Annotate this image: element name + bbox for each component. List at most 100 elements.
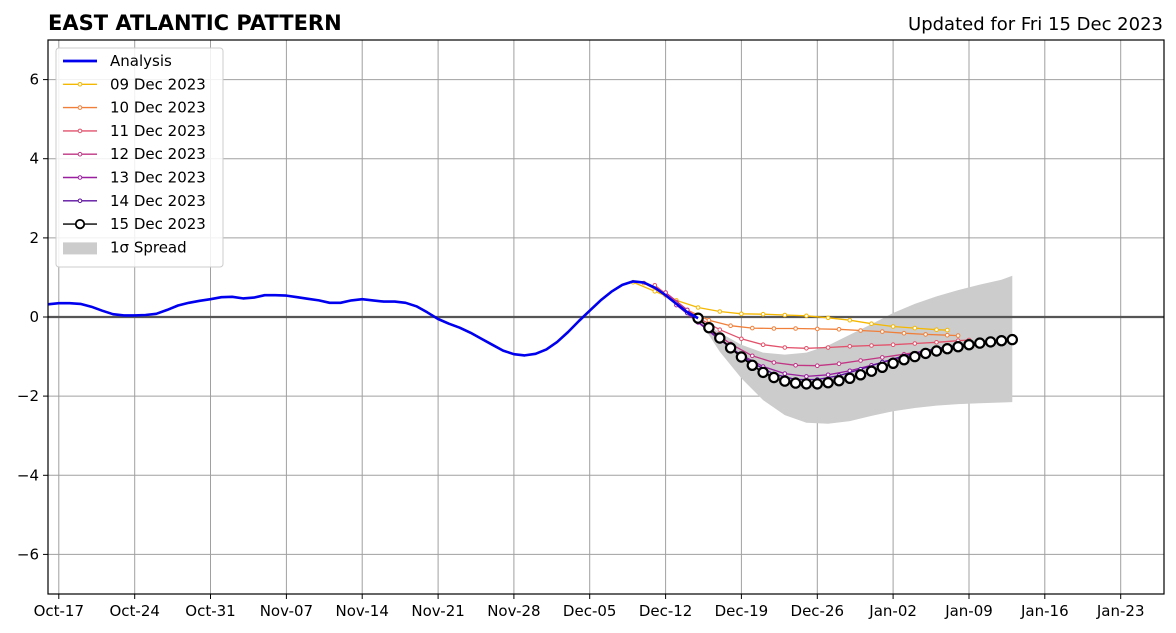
forecast-point (746, 359, 759, 371)
forecast-point (750, 325, 755, 331)
forecast-point (963, 339, 975, 351)
legend-label: 15 Dec 2023 (110, 215, 206, 233)
forecast-point (739, 311, 744, 317)
forecast-point (833, 375, 845, 387)
forecast-point (804, 346, 809, 351)
legend-entry: 15 Dec 2023 (63, 215, 206, 233)
forecast-point (739, 336, 744, 342)
x-tick-label: Nov-21 (411, 602, 464, 620)
forecast-point (760, 342, 766, 348)
legend-swatch (63, 242, 97, 255)
forecast-point (955, 333, 961, 338)
y-axis-ticks: 6 4 2 0 −2 −4 −6 (17, 71, 48, 563)
forecast-point (717, 309, 723, 314)
forecast-point (771, 326, 777, 331)
forecast-point (825, 372, 831, 378)
legend-label: 10 Dec 2023 (110, 99, 206, 117)
y-tick-label: −6 (17, 545, 39, 563)
x-axis-ticks: Oct-17 Oct-24 Oct-31 Nov-07 Nov-14 Nov-21 Nov-… (34, 594, 1145, 620)
legend-label: 1σ Spread (110, 238, 187, 256)
y-tick-label: 4 (29, 150, 39, 168)
legend-label: 09 Dec 2023 (110, 75, 206, 93)
forecast-point (825, 345, 831, 350)
forecast-layer (630, 279, 1019, 390)
forecast-point (974, 337, 986, 349)
legend-label: 14 Dec 2023 (110, 192, 206, 210)
legend-marker (74, 219, 86, 230)
forecast-point (930, 345, 943, 357)
legend-marker (77, 105, 83, 110)
legend-marker (77, 175, 83, 180)
x-tick-label: Dec-12 (639, 602, 693, 620)
x-tick-label: Jan-16 (1020, 602, 1069, 620)
forecast-point (890, 342, 896, 348)
legend-marker (77, 128, 83, 134)
forecast-series (630, 279, 950, 333)
x-tick-label: Dec-26 (791, 602, 845, 620)
forecast-point (815, 363, 820, 369)
updated-date: Updated for Fri 15 Dec 2023 (908, 14, 1163, 35)
forecast-point (858, 358, 863, 363)
legend-label: 13 Dec 2023 (110, 169, 206, 187)
x-tick-label: Nov-14 (336, 602, 389, 620)
spread-layer (698, 275, 1013, 424)
forecast-point (717, 327, 723, 333)
forecast-point (811, 378, 824, 390)
forecast-point (768, 371, 780, 384)
legend-entry: 09 Dec 2023 (63, 75, 206, 93)
forecast-point (782, 371, 788, 376)
x-tick-label: Oct-24 (109, 602, 159, 620)
forecast-point (901, 330, 907, 336)
forecast-point (898, 354, 910, 366)
forecast-point (793, 363, 798, 368)
forecast-point (945, 327, 950, 333)
forecast-point (800, 378, 813, 390)
forecast-point (782, 345, 788, 350)
forecast-point (912, 341, 918, 346)
legend-entry: 11 Dec 2023 (63, 122, 206, 140)
forecast-point (847, 317, 853, 323)
forecast-point (714, 332, 726, 344)
x-tick-label: Jan-23 (1096, 602, 1145, 620)
legend-box (55, 47, 224, 268)
forecast-point (984, 336, 997, 348)
forecast-point (865, 365, 878, 377)
forecast-point (757, 366, 769, 379)
forecast-point (854, 369, 867, 381)
forecast-point (760, 311, 766, 317)
forecast-point (934, 340, 939, 345)
forecast-line (632, 281, 948, 331)
x-tick-label: Oct-31 (185, 602, 235, 620)
analysis-line (47, 280, 699, 357)
spread-band (698, 275, 1013, 424)
forecast-point (847, 344, 853, 349)
forecast-point (804, 374, 809, 379)
y-tick-label: 6 (29, 71, 39, 89)
legend-entry: 13 Dec 2023 (63, 169, 206, 187)
forecast-point (724, 342, 737, 354)
forecast-point (945, 332, 950, 338)
legend-marker (77, 82, 83, 87)
forecast-point (728, 323, 733, 329)
forecast-point (695, 305, 701, 310)
y-tick-label: 0 (29, 308, 39, 326)
forecast-point (836, 361, 842, 367)
legend-marker (77, 151, 83, 157)
legend-entry: 10 Dec 2023 (63, 99, 206, 117)
forecast-point (923, 332, 928, 337)
forecast-point (876, 361, 889, 373)
forecast-point (815, 326, 820, 332)
forecast-point (844, 372, 856, 384)
forecast-point (909, 350, 921, 363)
forecast-point (782, 312, 788, 318)
forecast-point (771, 360, 777, 365)
forecast-series (692, 312, 1019, 390)
x-tick-label: Oct-17 (34, 602, 84, 620)
x-tick-label: Dec-19 (715, 602, 769, 620)
legend-label: Analysis (110, 52, 172, 70)
x-tick-label: Jan-09 (944, 602, 993, 620)
forecast-point (703, 322, 715, 334)
y-tick-label: 2 (29, 229, 39, 247)
forecast-point (919, 347, 932, 360)
